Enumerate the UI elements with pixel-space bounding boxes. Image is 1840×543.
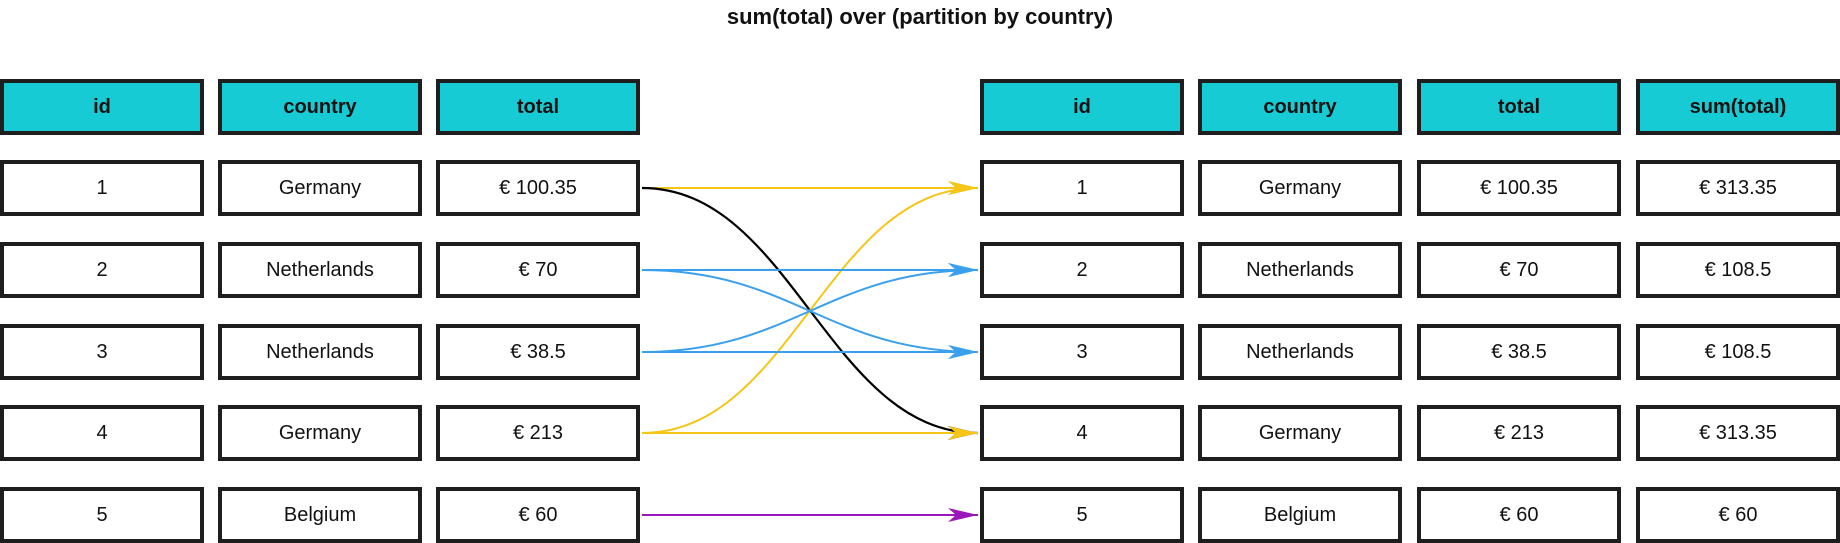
- arrowhead-row3-to-row3: [948, 345, 978, 359]
- right-row3-total: € 38.5: [1417, 324, 1621, 380]
- left-row1-country: Germany: [218, 160, 422, 216]
- right-row1-sum-total: € 313.35: [1636, 160, 1840, 216]
- right-header-country: country: [1198, 79, 1402, 135]
- left-header-id: id: [0, 79, 204, 135]
- arrowhead-row3-to-row2: [948, 263, 978, 277]
- right-row5-id: 5: [980, 487, 1184, 543]
- left-header-country: country: [218, 79, 422, 135]
- arrowhead-row4-to-row4: [948, 426, 978, 440]
- right-row4-country: Germany: [1198, 405, 1402, 461]
- left-row4-id: 4: [0, 405, 204, 461]
- left-row4-country: Germany: [218, 405, 422, 461]
- diagram-title: sum(total) over (partition by country): [726, 4, 1114, 29]
- right-row2-total: € 70: [1417, 242, 1621, 298]
- right-row2-sum-total: € 108.5: [1636, 242, 1840, 298]
- right-row2-id: 2: [980, 242, 1184, 298]
- left-row5-country: Belgium: [218, 487, 422, 543]
- right-row2-country: Netherlands: [1198, 242, 1402, 298]
- right-row3-country: Netherlands: [1198, 324, 1402, 380]
- arrowhead-row4-to-row1: [948, 181, 978, 195]
- right-row1-country: Germany: [1198, 160, 1402, 216]
- left-row2-total: € 70: [436, 242, 640, 298]
- left-row1-total: € 100.35: [436, 160, 640, 216]
- right-header-sum-total: sum(total): [1636, 79, 1840, 135]
- right-row4-total: € 213: [1417, 405, 1621, 461]
- right-row3-sum-total: € 108.5: [1636, 324, 1840, 380]
- left-row4-total: € 213: [436, 405, 640, 461]
- left-row1-id: 1: [0, 160, 204, 216]
- right-row5-total: € 60: [1417, 487, 1621, 543]
- arrowhead-row5-to-row5: [948, 508, 978, 522]
- right-header-total: total: [1417, 79, 1621, 135]
- right-row1-total: € 100.35: [1417, 160, 1621, 216]
- right-row1-id: 1: [980, 160, 1184, 216]
- right-row4-sum-total: € 313.35: [1636, 405, 1840, 461]
- left-row2-id: 2: [0, 242, 204, 298]
- left-row3-country: Netherlands: [218, 324, 422, 380]
- right-row5-sum-total: € 60: [1636, 487, 1840, 543]
- left-row2-country: Netherlands: [218, 242, 422, 298]
- arrow-row3-to-row2: [641, 269, 979, 353]
- left-row3-id: 3: [0, 324, 204, 380]
- right-row3-id: 3: [980, 324, 1184, 380]
- left-header-total: total: [436, 79, 640, 135]
- right-row5-country: Belgium: [1198, 487, 1402, 543]
- left-row3-total: € 38.5: [436, 324, 640, 380]
- right-row4-id: 4: [980, 405, 1184, 461]
- left-row5-id: 5: [0, 487, 204, 543]
- left-row5-total: € 60: [436, 487, 640, 543]
- right-header-id: id: [980, 79, 1184, 135]
